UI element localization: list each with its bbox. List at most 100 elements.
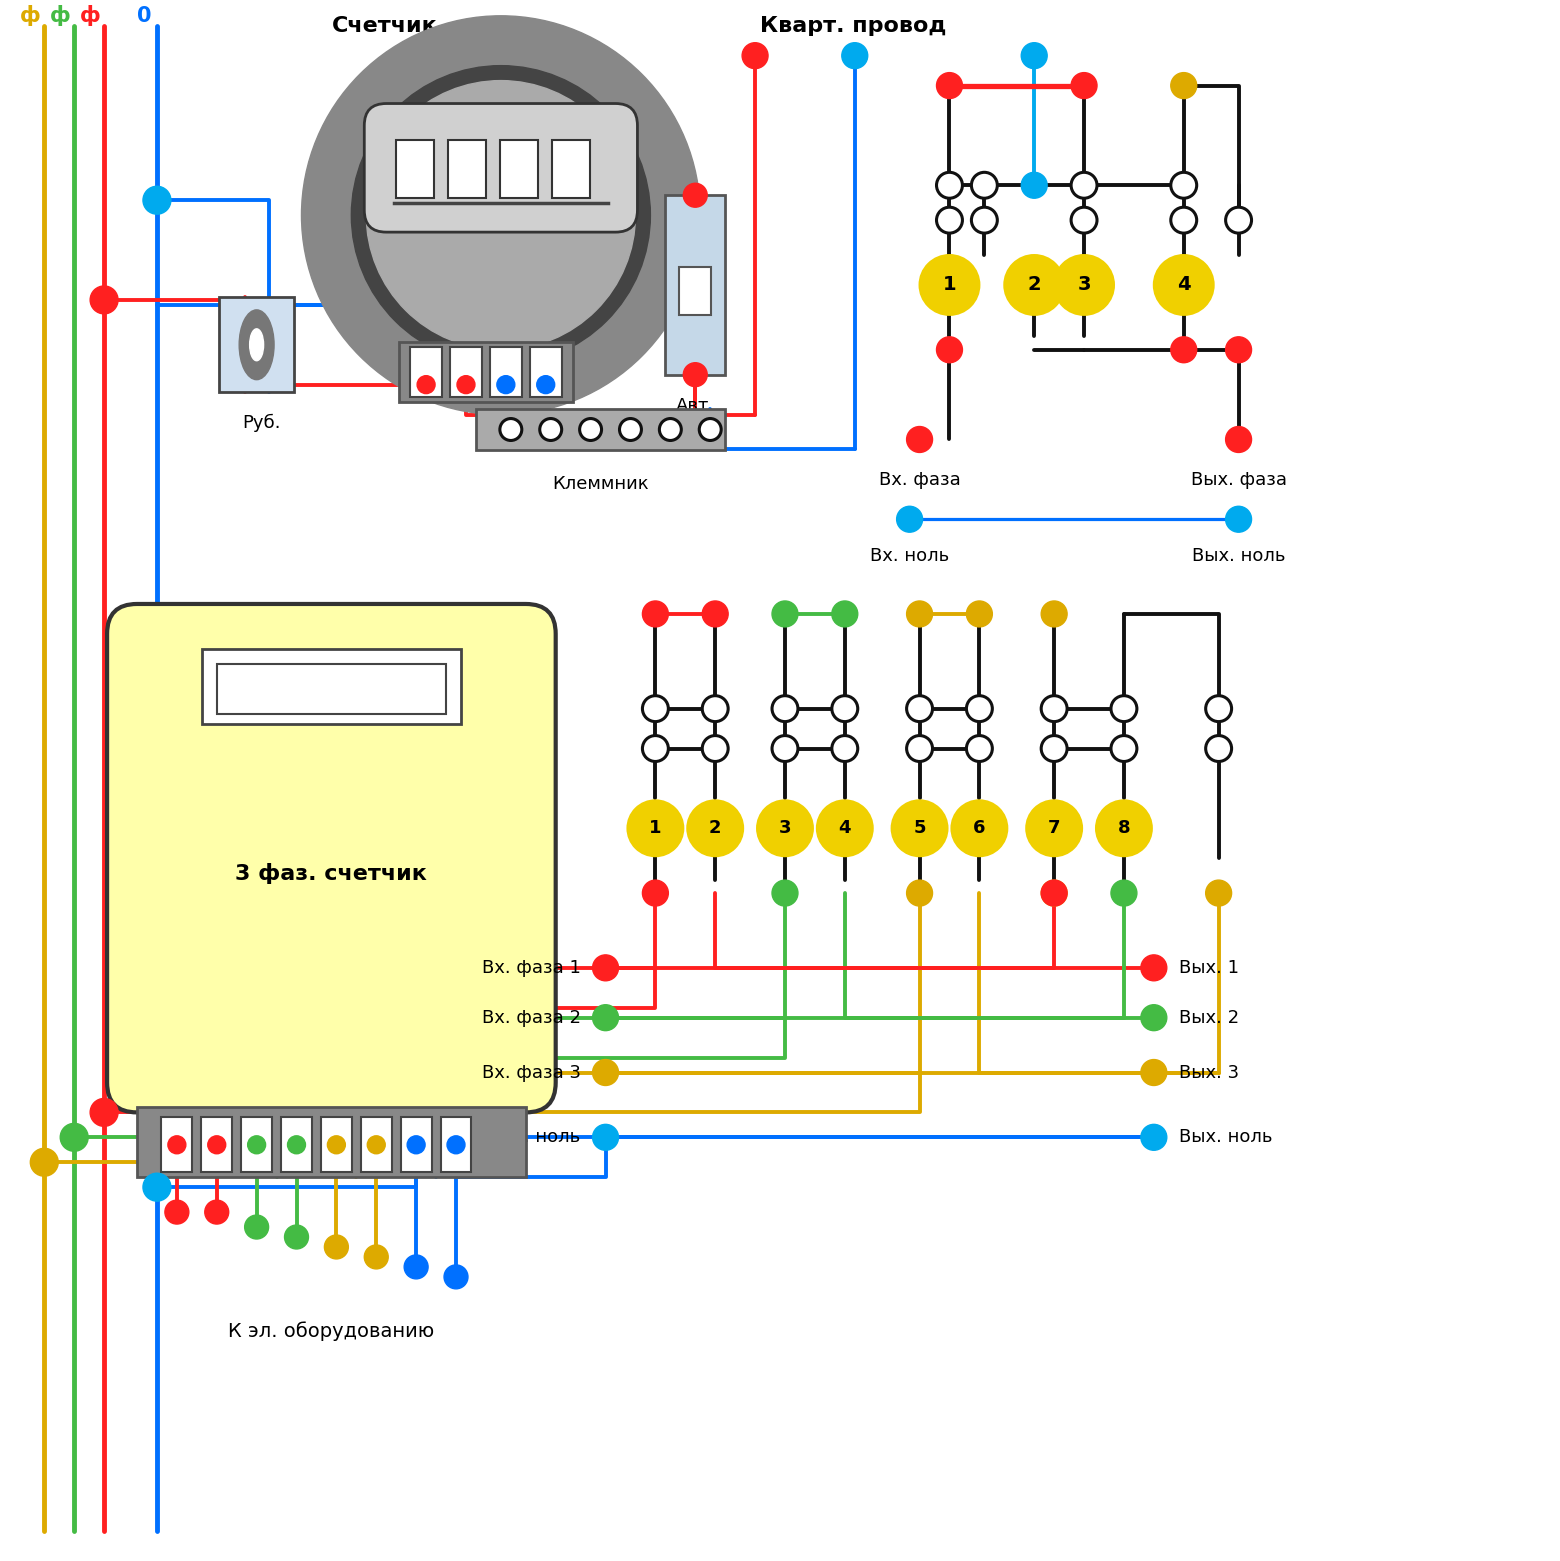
Bar xyxy=(217,663,446,713)
Circle shape xyxy=(90,286,119,314)
Circle shape xyxy=(619,418,641,440)
Circle shape xyxy=(1206,696,1231,721)
Bar xyxy=(476,409,725,451)
Circle shape xyxy=(743,42,768,69)
Circle shape xyxy=(367,1136,385,1154)
Circle shape xyxy=(936,73,963,98)
Circle shape xyxy=(1072,208,1097,233)
Bar xyxy=(281,1118,312,1172)
Text: 1: 1 xyxy=(649,820,661,837)
Bar xyxy=(448,140,485,198)
Circle shape xyxy=(1172,208,1197,233)
Circle shape xyxy=(1154,254,1214,315)
Circle shape xyxy=(660,418,682,440)
Circle shape xyxy=(817,801,872,855)
Bar xyxy=(552,140,590,198)
Text: 3 фаз. счетчик: 3 фаз. счетчик xyxy=(236,863,427,884)
Text: Вх. ноль: Вх. ноль xyxy=(870,548,948,565)
Circle shape xyxy=(1041,880,1067,905)
Circle shape xyxy=(168,1136,186,1154)
Bar xyxy=(499,140,538,198)
Circle shape xyxy=(1206,880,1231,905)
Bar xyxy=(449,347,482,396)
Circle shape xyxy=(831,735,858,762)
Ellipse shape xyxy=(239,311,275,379)
Circle shape xyxy=(1172,73,1197,98)
Circle shape xyxy=(1206,735,1231,762)
Circle shape xyxy=(1140,1005,1167,1030)
Circle shape xyxy=(772,880,799,905)
Circle shape xyxy=(1172,172,1197,198)
Text: 8: 8 xyxy=(1117,820,1131,837)
Circle shape xyxy=(842,42,867,69)
Circle shape xyxy=(499,418,521,440)
Circle shape xyxy=(906,735,933,762)
Circle shape xyxy=(972,208,997,233)
Circle shape xyxy=(1140,1124,1167,1150)
Text: Счетчик: Счетчик xyxy=(331,16,437,36)
Circle shape xyxy=(328,1136,345,1154)
Text: Вых. ноль: Вых. ноль xyxy=(1192,548,1285,565)
Circle shape xyxy=(1226,208,1251,233)
Circle shape xyxy=(1226,337,1251,362)
Circle shape xyxy=(702,696,729,721)
Bar xyxy=(201,1118,232,1172)
Circle shape xyxy=(1022,172,1047,198)
Circle shape xyxy=(772,696,799,721)
Circle shape xyxy=(627,801,683,855)
Text: 7: 7 xyxy=(1048,820,1061,837)
Circle shape xyxy=(365,1246,388,1269)
Circle shape xyxy=(1072,172,1097,198)
Text: Кварт. провод: Кварт. провод xyxy=(760,16,947,36)
Circle shape xyxy=(1041,880,1067,905)
Text: К эл. оборудованию: К эл. оборудованию xyxy=(228,1322,435,1341)
Text: 2: 2 xyxy=(708,820,721,837)
Circle shape xyxy=(967,696,992,721)
Circle shape xyxy=(1041,735,1067,762)
Text: 2: 2 xyxy=(1028,275,1041,295)
Circle shape xyxy=(892,801,947,855)
Circle shape xyxy=(1041,696,1067,721)
Circle shape xyxy=(831,696,858,721)
Text: Вых. 1: Вых. 1 xyxy=(1179,958,1239,977)
Text: 5: 5 xyxy=(913,820,925,837)
Text: Вых. 2: Вых. 2 xyxy=(1179,1008,1239,1027)
Circle shape xyxy=(1072,73,1097,98)
Bar xyxy=(679,267,711,315)
Circle shape xyxy=(287,1136,306,1154)
Circle shape xyxy=(165,1200,189,1224)
Bar xyxy=(321,1118,353,1172)
Bar xyxy=(666,195,725,375)
Circle shape xyxy=(643,601,668,628)
Circle shape xyxy=(448,1136,465,1154)
Text: 4: 4 xyxy=(839,820,852,837)
Circle shape xyxy=(204,1200,229,1224)
Text: Вых. 3: Вых. 3 xyxy=(1179,1063,1239,1082)
Circle shape xyxy=(936,337,963,362)
Circle shape xyxy=(1111,696,1137,721)
Circle shape xyxy=(90,1099,119,1127)
Bar xyxy=(396,140,434,198)
Ellipse shape xyxy=(250,329,264,361)
Circle shape xyxy=(897,506,922,532)
Text: Клеммник: Клеммник xyxy=(552,476,649,493)
Bar xyxy=(410,347,441,396)
Bar xyxy=(220,298,293,392)
Circle shape xyxy=(906,426,933,453)
FancyBboxPatch shape xyxy=(365,103,638,233)
Circle shape xyxy=(906,601,933,628)
Circle shape xyxy=(457,376,474,393)
Circle shape xyxy=(1111,735,1137,762)
Circle shape xyxy=(593,955,618,980)
Circle shape xyxy=(245,1214,268,1239)
Text: 0: 0 xyxy=(137,6,151,27)
Text: 6: 6 xyxy=(973,820,986,837)
Circle shape xyxy=(643,696,668,721)
Bar xyxy=(201,649,462,724)
Circle shape xyxy=(248,1136,265,1154)
Circle shape xyxy=(1226,426,1251,453)
Text: 1: 1 xyxy=(942,275,956,295)
Bar xyxy=(242,1118,271,1172)
Circle shape xyxy=(683,183,707,208)
Text: Вых. ноль: Вых. ноль xyxy=(1179,1129,1273,1146)
